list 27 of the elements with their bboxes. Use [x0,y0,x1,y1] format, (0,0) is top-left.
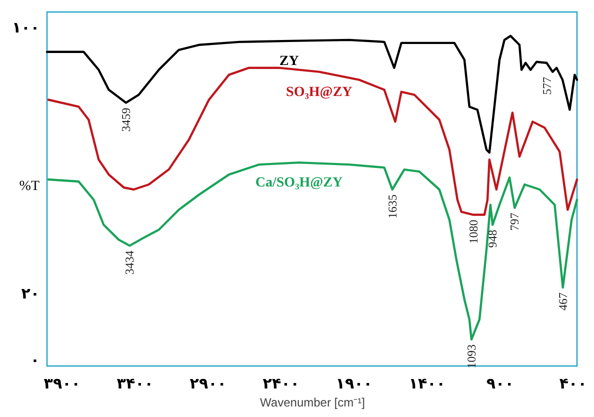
series-label: SO₃H@ZY [286,84,352,100]
y-tick-label: ۰ [30,350,40,369]
x-tick-label: ۲۴۰۰ [262,374,300,392]
annotation: 3434 [122,250,137,275]
line-series [47,161,578,341]
y-axis-title: %T [19,178,40,194]
line-series [46,34,578,154]
x-tick-label: ۲۹۰۰ [190,374,226,392]
annotation: 3459 [118,108,133,132]
series-label: ZY [279,54,299,69]
x-tick-label: ۳۴۰۰ [116,374,154,392]
y-tick-label: ۱۰۰ [12,18,40,36]
annotation: 467 [556,292,570,311]
x-axis-title: Wavenumber [cm⁻¹] [260,396,365,410]
annotation: 577 [540,76,554,95]
annotation: 1093 [464,344,478,368]
x-tick-label: ۳۹۰۰ [44,374,80,392]
x-tick-label: ۱۴۰۰ [408,374,446,392]
annotation: 1080 [466,220,480,244]
y-tick-label: ۲۰ [21,284,40,302]
x-tick-label: ۴۰۰ [559,374,587,392]
series-label: Ca/SO₃H@ZY [255,176,343,191]
x-tick-label: ۹۰۰ [486,374,514,392]
annotation: 797 [508,212,522,231]
annotation: 1635 [385,194,400,218]
x-tick-label: ۱۹۰۰ [336,374,372,392]
annotation: 948 [486,230,500,248]
